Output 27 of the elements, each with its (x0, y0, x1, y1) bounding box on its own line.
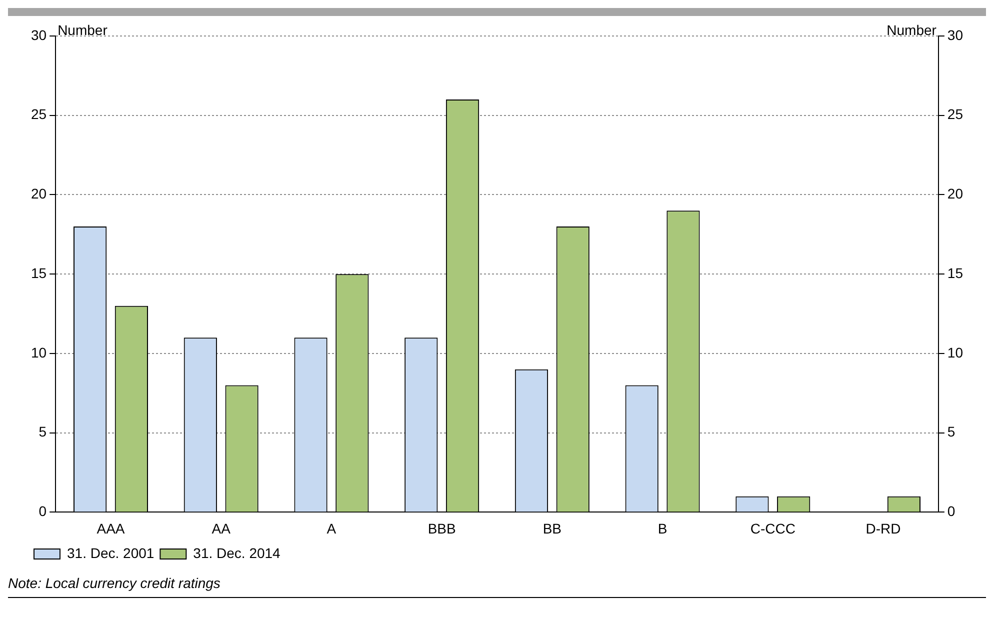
y-tick-label: 0 (38, 503, 47, 520)
y2-tick-label: 5 (947, 424, 956, 440)
y2-tick-label: 25 (947, 106, 964, 122)
y2-tick-label: 15 (947, 264, 964, 281)
y-axis-title: Number (58, 22, 108, 38)
legend-label: 31. Dec. 2001 (67, 544, 154, 561)
x-tick-label: C-CCC (750, 520, 796, 536)
legend-label: 31. Dec. 2014 (193, 544, 281, 561)
y-tick-label: 5 (38, 424, 47, 440)
y-tick-label: 15 (30, 264, 47, 281)
y2-axis-title: Number (886, 22, 937, 38)
y2-tick-label: 30 (947, 26, 964, 43)
x-tick-label: BBB (428, 520, 456, 536)
y2-tick-label: 20 (947, 186, 964, 202)
y2-tick-label: 0 (947, 503, 956, 520)
y-tick-label: 30 (30, 26, 47, 43)
y2-tick-label: 10 (947, 344, 964, 360)
x-tick-label: A (326, 520, 337, 536)
x-tick-label: B (658, 520, 668, 536)
x-tick-label: AAA (96, 520, 126, 536)
x-tick-label: D-RD (866, 520, 901, 536)
x-tick-label: BB (542, 520, 562, 536)
y-tick-label: 10 (30, 344, 47, 360)
x-tick-label: AA (212, 520, 232, 536)
text: Note: Local currency credit ratings (8, 575, 222, 591)
y-tick-label: 20 (30, 186, 47, 202)
y-tick-label: 25 (30, 106, 47, 122)
